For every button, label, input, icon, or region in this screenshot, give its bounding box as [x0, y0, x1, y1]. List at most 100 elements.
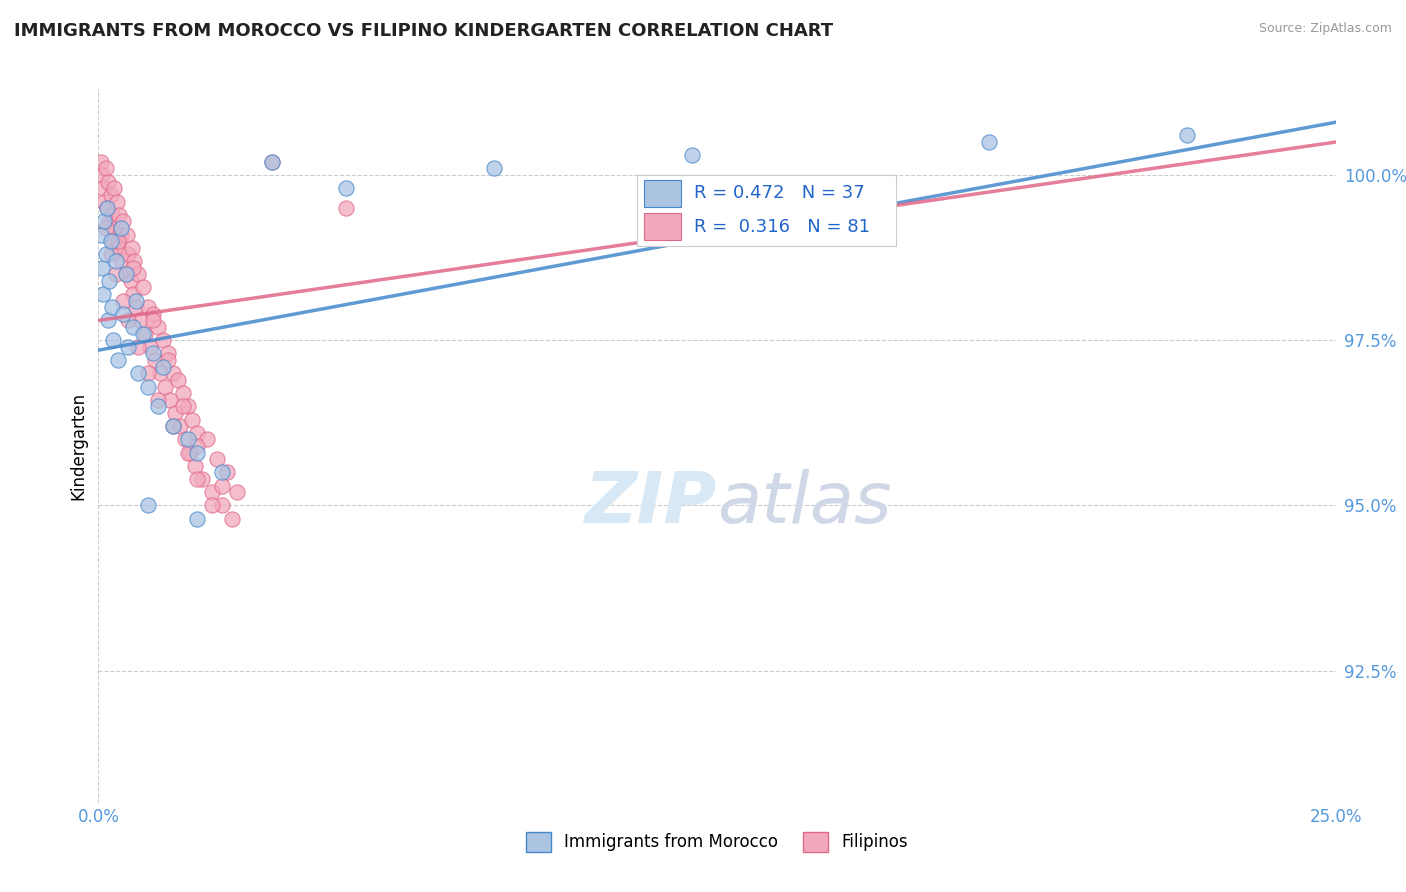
Point	[111, 254, 134, 268]
Point	[143, 353, 166, 368]
Point	[186, 439, 208, 453]
Point	[107, 241, 129, 255]
Point	[103, 234, 125, 248]
Point	[156, 346, 179, 360]
Point	[191, 472, 214, 486]
Point	[205, 452, 228, 467]
Point	[146, 320, 169, 334]
Point	[122, 320, 145, 334]
Point	[93, 194, 115, 209]
Point	[181, 412, 204, 426]
Point	[184, 458, 207, 473]
Point	[174, 433, 197, 447]
Point	[136, 379, 159, 393]
Point	[159, 392, 181, 407]
Point	[94, 247, 117, 261]
Point	[162, 367, 184, 381]
Point	[186, 425, 208, 440]
Text: ZIP: ZIP	[585, 468, 717, 538]
Point	[100, 188, 122, 202]
Point	[136, 367, 159, 381]
Point	[100, 234, 122, 248]
Point	[176, 445, 198, 459]
Point	[142, 313, 165, 327]
Point	[101, 208, 124, 222]
Point	[201, 499, 224, 513]
Point	[90, 227, 112, 242]
Point	[146, 392, 169, 407]
Point	[134, 326, 156, 341]
Point	[98, 214, 121, 228]
Point	[129, 313, 152, 327]
Point	[124, 293, 146, 308]
Point	[93, 287, 115, 301]
Point	[112, 293, 135, 308]
Point	[104, 267, 127, 281]
Point	[96, 201, 118, 215]
Point	[166, 373, 188, 387]
Text: Source: ZipAtlas.com: Source: ZipAtlas.com	[1258, 22, 1392, 36]
Point	[94, 221, 117, 235]
Point	[91, 168, 114, 182]
Point	[139, 340, 162, 354]
Point	[201, 485, 224, 500]
Point	[127, 340, 149, 354]
Point	[211, 499, 233, 513]
Point	[127, 367, 149, 381]
Point	[101, 300, 124, 314]
Point	[335, 201, 357, 215]
Point	[1175, 128, 1198, 143]
Point	[217, 466, 239, 480]
Point	[93, 214, 115, 228]
Bar	[644, 213, 681, 241]
Point	[97, 313, 120, 327]
Point	[681, 148, 703, 162]
Point	[136, 499, 159, 513]
Point	[90, 154, 112, 169]
Point	[117, 313, 139, 327]
Point	[112, 214, 135, 228]
Point	[122, 287, 145, 301]
Point	[179, 445, 201, 459]
Point	[93, 181, 115, 195]
Point	[114, 267, 136, 281]
Point	[221, 511, 243, 525]
Point	[98, 274, 121, 288]
Legend: Immigrants from Morocco, Filipinos: Immigrants from Morocco, Filipinos	[519, 825, 915, 859]
Point	[186, 472, 208, 486]
Point	[115, 227, 138, 242]
Text: R =  0.316   N = 81: R = 0.316 N = 81	[693, 218, 870, 235]
Text: atlas: atlas	[717, 468, 891, 538]
Point	[260, 154, 283, 169]
Point	[172, 386, 194, 401]
Text: R = 0.472   N = 37: R = 0.472 N = 37	[693, 185, 865, 202]
Point	[104, 254, 127, 268]
Point	[146, 400, 169, 414]
Point	[103, 333, 125, 347]
Point	[152, 333, 174, 347]
Bar	[644, 180, 681, 207]
Point	[117, 340, 139, 354]
Point	[172, 400, 194, 414]
Point	[104, 221, 127, 235]
Point	[121, 241, 143, 255]
Point	[211, 478, 233, 492]
Point	[195, 433, 218, 447]
Point	[114, 267, 136, 281]
Point	[260, 154, 283, 169]
Point	[169, 419, 191, 434]
Y-axis label: Kindergarten: Kindergarten	[69, 392, 87, 500]
Point	[136, 300, 159, 314]
Point	[211, 466, 233, 480]
Point	[107, 234, 129, 248]
Point	[124, 300, 146, 314]
Point	[110, 221, 132, 235]
Point	[122, 260, 145, 275]
Point	[226, 485, 249, 500]
Point	[112, 307, 135, 321]
Point	[132, 280, 155, 294]
Point	[105, 194, 128, 209]
Point	[94, 161, 117, 176]
Point	[152, 359, 174, 374]
Point	[107, 353, 129, 368]
